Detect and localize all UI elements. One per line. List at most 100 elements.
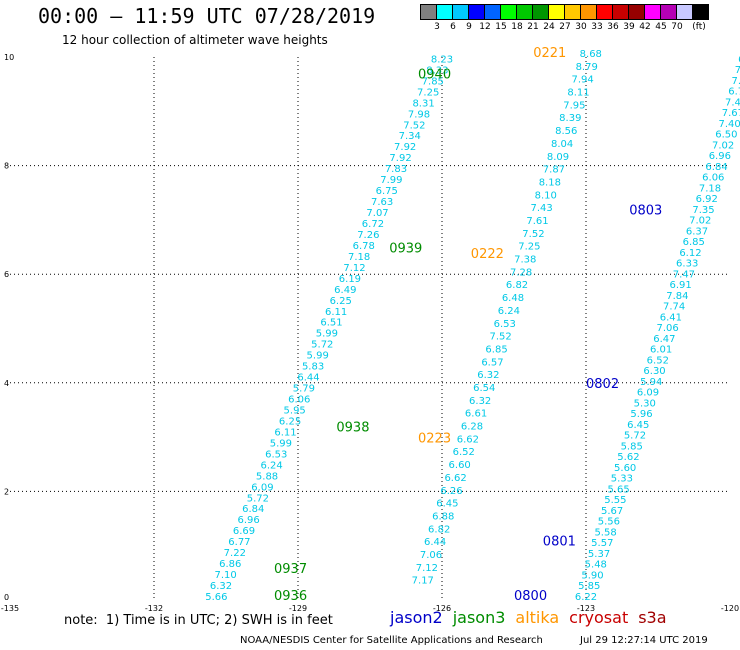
color-scale-label: 3: [434, 22, 440, 32]
wave-height-value: 7.18: [348, 252, 370, 263]
wave-height-value: 6.72: [362, 219, 384, 230]
wave-height-value: 7.10: [214, 570, 236, 581]
wave-height-value: 6.50: [715, 130, 737, 141]
wave-height-value: 6.45: [436, 499, 458, 510]
wave-height-value: 7.92: [394, 142, 416, 153]
wave-height-value: 8.18: [539, 177, 561, 188]
y-tick-label: 10: [4, 53, 14, 62]
wave-height-value: 6.86: [219, 559, 241, 570]
color-scale-label: 70: [671, 22, 683, 32]
wave-height-value: 6.45: [627, 420, 649, 431]
wave-height-value: 8.11: [567, 88, 589, 99]
wave-height-value: 6.09: [637, 388, 659, 399]
wave-height-value: 7.85: [422, 76, 444, 87]
wave-height-value: 7.43: [530, 203, 552, 214]
wave-height-value: 6.92: [696, 194, 718, 205]
wave-height-value: 6.69: [233, 526, 255, 537]
x-tick-label: -135: [1, 604, 19, 613]
wave-height-value: 7.94: [571, 75, 593, 86]
wave-height-value: 6.53: [494, 319, 516, 330]
wave-height-value: 6.12: [679, 248, 701, 259]
wave-height-value: 8.33: [426, 65, 448, 76]
wave-height-value: 6.96: [709, 151, 731, 162]
wave-height-value: 5.37: [588, 549, 610, 560]
wave-height-value: 8.79: [576, 62, 598, 73]
note-text: note: 1) Time is in UTC; 2) SWH is in fe…: [64, 613, 333, 628]
wave-height-value: 6.48: [502, 293, 524, 304]
x-tick-label: -120: [721, 604, 739, 613]
wave-height-value: 8.68: [580, 49, 602, 60]
wave-height-value: 8.04: [551, 139, 573, 150]
pass-time-label: 0222: [471, 247, 504, 262]
wave-height-value: 7.45: [725, 97, 740, 108]
satellite-legend: jason2 jason3 altika cryosat s3a: [390, 608, 677, 627]
wave-height-value: 7.26: [357, 230, 379, 241]
wave-height-value: 6.96: [237, 515, 259, 526]
wave-height-value: 5.95: [284, 405, 306, 416]
wave-height-value: 8.31: [412, 98, 434, 109]
wave-height-value: 6.44: [424, 537, 446, 548]
footer-credit: NOAA/NESDIS Center for Satellite Applica…: [240, 635, 543, 646]
wave-height-value: 6.26: [440, 486, 462, 497]
wave-height-value: 6.82: [428, 524, 450, 535]
wave-height-value: 7.67: [722, 108, 740, 119]
wave-height-value: 6.78: [353, 241, 375, 252]
wave-height-value: 6.24: [261, 460, 283, 471]
wave-height-value: 7.25: [417, 87, 439, 98]
x-tick-label: -123: [577, 604, 595, 613]
y-tick-label: 2: [4, 487, 9, 496]
wave-height-value: 5.66: [205, 592, 227, 603]
y-tick-label: 6: [4, 270, 9, 279]
wave-height-value: 5.57: [591, 538, 613, 549]
wave-height-value: 6.25: [279, 416, 301, 427]
color-scale-label: 39: [623, 22, 635, 32]
color-scale-label: 21: [527, 22, 539, 32]
wave-height-value: 7.12: [416, 563, 438, 574]
color-scale-label: 24: [543, 22, 555, 32]
wave-height-value: 6.06: [288, 395, 310, 406]
wave-height-value: 6.84: [705, 162, 727, 173]
y-tick-label: 8: [4, 162, 9, 171]
wave-height-value: 6.44: [297, 373, 319, 384]
wave-height-value: 7.06: [420, 550, 442, 561]
wave-height-value: 7.28: [510, 267, 532, 278]
wave-height-value: 6.82: [506, 280, 528, 291]
color-scale-label: 9: [466, 22, 472, 32]
wave-height-value: 6.24: [498, 306, 520, 317]
color-scale-label: 45: [655, 22, 667, 32]
wave-height-value: 6.19: [339, 274, 361, 285]
wave-height-value: 7.38: [514, 255, 536, 266]
wave-height-value: 6.30: [643, 366, 665, 377]
color-scale-bar: [420, 4, 709, 20]
wave-height-value: 6.11: [325, 307, 347, 318]
legend-item-s3a: s3a: [638, 608, 667, 627]
pass-time-label: 0223: [418, 432, 451, 447]
wave-height-value: 5.33: [611, 474, 633, 485]
wave-height-value: 7.02: [689, 216, 711, 227]
wave-height-value: 6.75: [376, 186, 398, 197]
wave-height-value: 7.99: [380, 175, 402, 186]
wave-height-value: 5.83: [302, 362, 324, 373]
map-title: 00:00 – 11:59 UTC 07/28/2019: [38, 4, 376, 28]
wave-height-value: 7.06: [656, 323, 678, 334]
wave-height-value: 6.53: [265, 449, 287, 460]
wave-height-value: 7.22: [224, 548, 246, 559]
wave-height-value: 5.56: [598, 517, 620, 528]
wave-height-value: 6.49: [334, 285, 356, 296]
wave-height-value: 6.61: [465, 409, 487, 420]
color-scale-label: 15: [495, 22, 507, 32]
wave-height-value: 5.99: [270, 438, 292, 449]
wave-height-value: 7.47: [673, 269, 695, 280]
wave-height-value: 8.56: [555, 126, 577, 137]
wave-height-value: 7.35: [692, 205, 714, 216]
generated-timestamp: Jul 29 12:27:14 UTC 2019: [580, 635, 708, 646]
wave-height-value: 6.52: [453, 447, 475, 458]
wave-height-value: 6.32: [477, 370, 499, 381]
wave-height-value: 7.25: [518, 242, 540, 253]
wave-height-value: 5.99: [307, 351, 329, 362]
color-scale-label: 33: [591, 22, 603, 32]
wave-height-value: 5.58: [594, 527, 616, 538]
wave-height-value: 6.25: [330, 296, 352, 307]
wave-height-value: 8.23: [431, 54, 453, 65]
